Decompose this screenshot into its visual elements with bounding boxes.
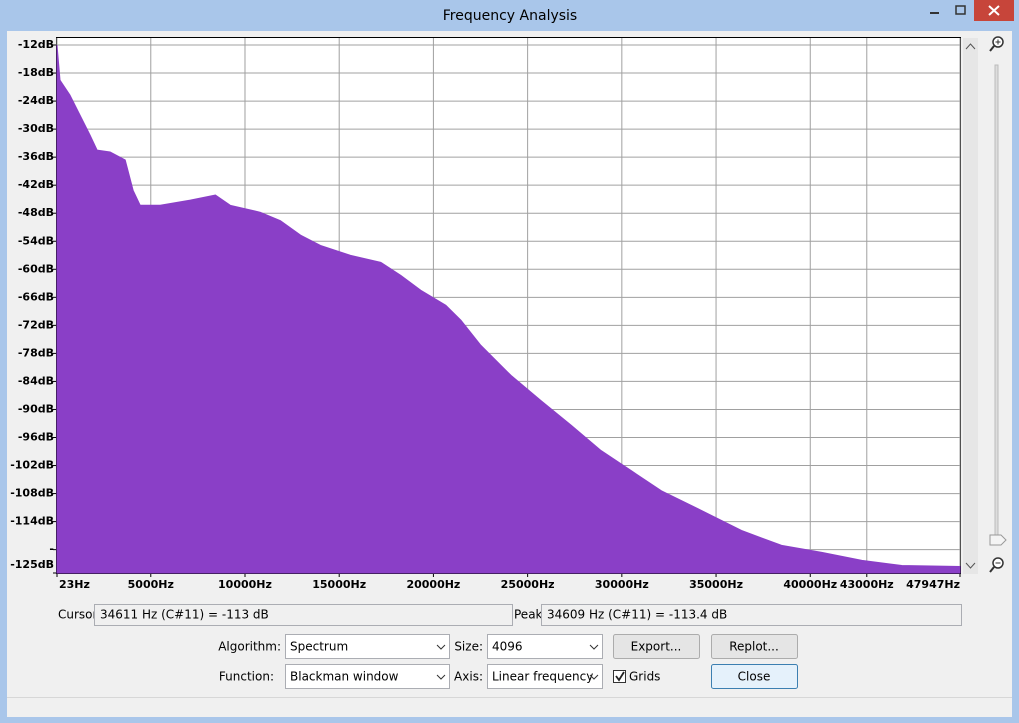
checkmark	[615, 671, 625, 682]
window-title: Frequency Analysis	[443, 8, 577, 24]
y-tick-label: -24dB	[18, 94, 54, 107]
y-tick-label: -66dB	[18, 290, 54, 303]
peak-field	[541, 604, 962, 626]
y-tick-label: -108dB	[10, 487, 54, 500]
peak-value: 34609 Hz (C#11) = -113.4 dB	[547, 608, 727, 622]
close-text: Close	[738, 670, 771, 684]
y-tick-label: -96dB	[18, 430, 54, 443]
combo-arrow	[589, 674, 599, 680]
y-tick-label: -36dB	[18, 150, 54, 163]
algorithm-combo[interactable]	[285, 634, 450, 659]
function-value: Blackman window	[290, 670, 399, 684]
size-label: Size:	[454, 640, 483, 654]
vertical-scrollbar[interactable]	[963, 38, 978, 574]
x-tick-label: 5000Hz	[128, 578, 174, 591]
x-tick-label: 35000Hz	[689, 578, 743, 591]
y-tick-label: -72dB	[18, 318, 54, 331]
plot: -12dB -18dB -24dB -30dB -36dB -42dB -48dB -54dB…	[10, 38, 961, 591]
grids-label: Grids	[629, 670, 660, 684]
x-tick-label: 40000Hz	[783, 578, 837, 591]
y-tick-label: -84dB	[18, 374, 54, 387]
x-tick-label: 23Hz	[59, 578, 90, 591]
y-tick-label: -78dB	[18, 346, 54, 359]
y-tick-label: -90dB	[18, 402, 54, 415]
y-tick-label: -30dB	[18, 122, 54, 135]
axis-value: Linear frequency	[492, 670, 593, 684]
y-tick-label: -102dB	[10, 459, 54, 472]
x-tick-label: 47947Hz	[906, 578, 960, 591]
cursor-value: 34611 Hz (C#11) = -113 dB	[100, 608, 269, 622]
algorithm-label: Algorithm:	[218, 640, 281, 654]
cursor-field	[94, 604, 513, 626]
export-text: Export...	[631, 640, 682, 654]
combo-arrow	[436, 644, 446, 650]
y-tick-label: -	[49, 543, 54, 556]
spectrum-area	[56, 44, 961, 574]
y-tick-label: -125dB	[10, 558, 54, 571]
x-tick-label: 10000Hz	[218, 578, 272, 591]
peak-label: Peak:	[514, 608, 547, 622]
function-combo[interactable]	[285, 664, 450, 689]
x-tick-label: 20000Hz	[406, 578, 460, 591]
y-tick-label: -60dB	[18, 262, 54, 275]
zoom-in[interactable]	[989, 36, 1004, 52]
close-icon	[988, 5, 1000, 16]
replot-button[interactable]	[711, 634, 798, 659]
y-tick-label: -48dB	[18, 206, 54, 219]
scroll-up	[965, 43, 976, 50]
close-button[interactable]	[711, 664, 798, 689]
combo-arrow	[436, 674, 446, 680]
checkmark-slot	[615, 671, 625, 682]
scroll-down	[965, 562, 976, 569]
y-tick-label: -114dB	[10, 515, 54, 528]
x-tick-label: 15000Hz	[312, 578, 366, 591]
x-tick-label: 25000Hz	[501, 578, 555, 591]
cursor-label: Cursor:	[58, 608, 101, 622]
x-tick-label: 43000Hz	[840, 578, 894, 591]
size-value: 4096	[492, 640, 523, 654]
axis-label: Axis:	[454, 670, 483, 684]
y-tick-label: -42dB	[18, 178, 54, 191]
function-label: Function:	[219, 670, 274, 684]
x-tick-label: 30000Hz	[595, 578, 649, 591]
zoom-slider-thumb[interactable]	[989, 534, 1007, 546]
maximize-icon	[955, 5, 966, 15]
y-tick-label: -12dB	[18, 38, 54, 51]
replot-text: Replot...	[729, 640, 779, 654]
window-controls	[930, 0, 1014, 21]
y-tick-label: -54dB	[18, 234, 54, 247]
zoom-out[interactable]	[989, 557, 1004, 573]
zoom-slider-track[interactable]	[994, 64, 999, 546]
axis-combo[interactable]	[487, 664, 603, 689]
export-button[interactable]	[613, 634, 700, 659]
algorithm-value: Spectrum	[290, 640, 348, 654]
size-combo[interactable]	[487, 634, 603, 659]
y-tick-label: -18dB	[18, 66, 54, 79]
combo-arrow	[589, 644, 599, 650]
